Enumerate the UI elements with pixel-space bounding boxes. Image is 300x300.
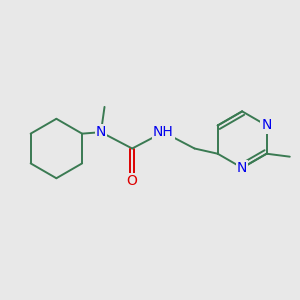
Text: N: N <box>261 118 272 133</box>
Text: O: O <box>127 174 138 188</box>
Text: NH: NH <box>153 125 174 139</box>
Text: N: N <box>96 125 106 139</box>
Text: N: N <box>237 161 247 175</box>
